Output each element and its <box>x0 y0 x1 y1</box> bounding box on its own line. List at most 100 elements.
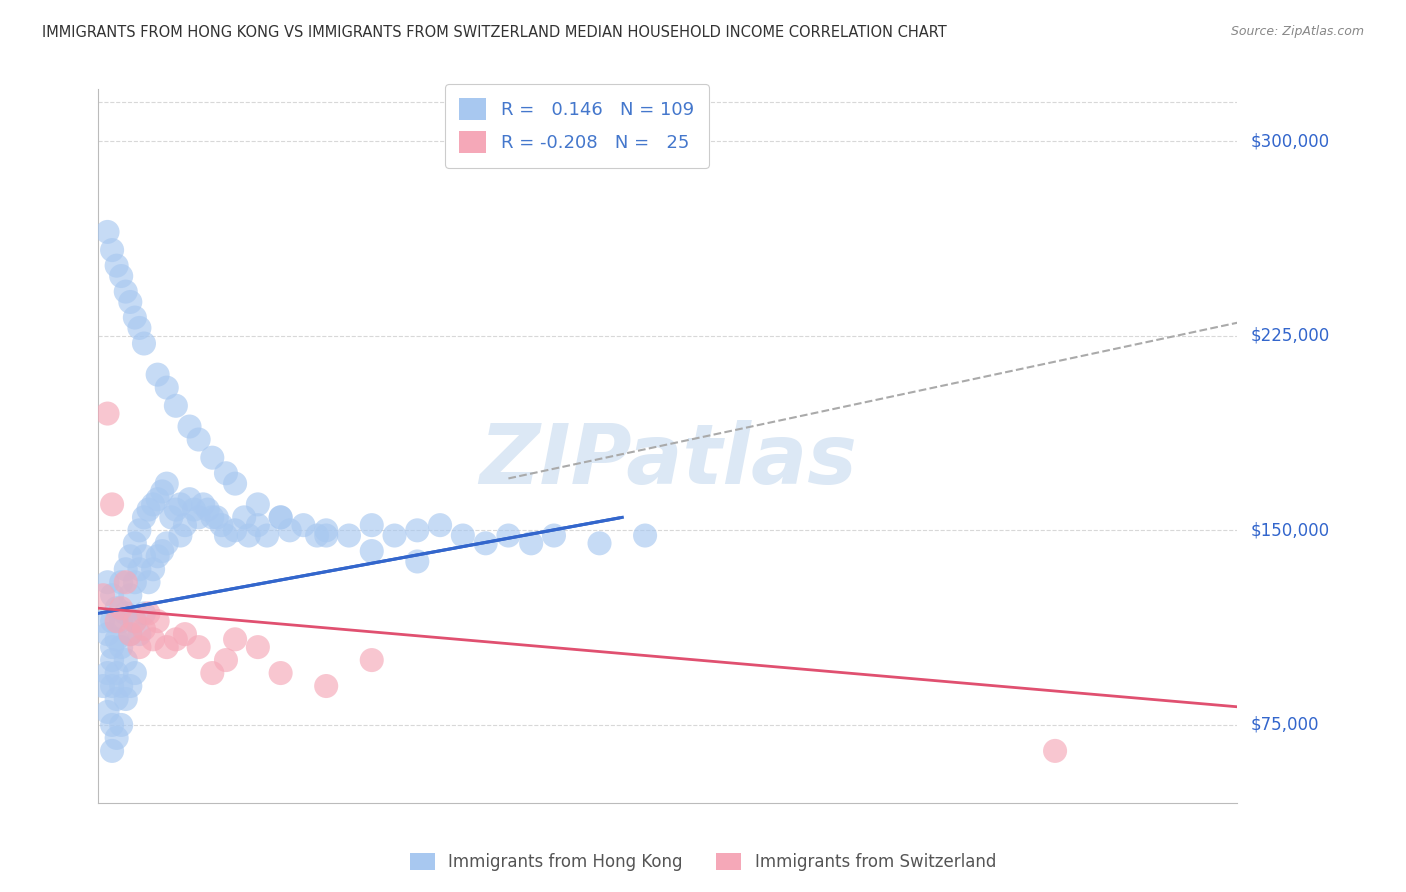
Point <box>179 419 201 434</box>
Point <box>201 510 224 524</box>
Point <box>128 524 150 538</box>
Point <box>360 544 382 558</box>
Point <box>315 528 337 542</box>
Point <box>224 524 246 538</box>
Point <box>128 640 150 654</box>
Text: ZIPatlas: ZIPatlas <box>479 420 856 500</box>
Point <box>120 588 142 602</box>
Point <box>128 321 150 335</box>
Point <box>165 502 187 516</box>
Point <box>128 627 150 641</box>
Point <box>278 524 301 538</box>
Point <box>246 640 269 654</box>
Point <box>179 492 201 507</box>
Point <box>101 718 124 732</box>
Point <box>246 518 269 533</box>
Point <box>209 518 232 533</box>
Point <box>105 601 128 615</box>
Point <box>187 433 209 447</box>
Point <box>138 607 160 621</box>
Point <box>124 614 146 628</box>
Point <box>124 536 146 550</box>
Point <box>101 243 124 257</box>
Point <box>132 336 155 351</box>
Point <box>156 476 179 491</box>
Point <box>156 536 179 550</box>
Point <box>105 632 128 647</box>
Point <box>256 528 278 542</box>
Legend: Immigrants from Hong Kong, Immigrants from Switzerland: Immigrants from Hong Kong, Immigrants fr… <box>402 845 1004 880</box>
Point <box>132 622 155 636</box>
Point <box>360 518 382 533</box>
Point <box>138 502 160 516</box>
Point <box>110 601 132 615</box>
Point <box>315 679 337 693</box>
Point <box>124 666 146 681</box>
Text: $225,000: $225,000 <box>1251 326 1330 344</box>
Point <box>96 627 118 641</box>
Point <box>270 510 292 524</box>
Point <box>110 679 132 693</box>
Point <box>105 692 128 706</box>
Point <box>114 692 136 706</box>
Point <box>132 510 155 524</box>
Point <box>174 518 197 533</box>
Point <box>520 536 543 550</box>
Point <box>124 310 146 325</box>
Point <box>101 588 124 602</box>
Point <box>543 528 565 542</box>
Point <box>114 285 136 299</box>
Point <box>246 497 269 511</box>
Point <box>146 368 169 382</box>
Point <box>451 528 474 542</box>
Point <box>270 510 292 524</box>
Text: $150,000: $150,000 <box>1251 521 1330 540</box>
Point <box>360 653 382 667</box>
Point <box>169 497 191 511</box>
Point <box>120 295 142 310</box>
Point <box>91 588 114 602</box>
Point <box>110 640 132 654</box>
Point <box>114 575 136 590</box>
Point <box>201 666 224 681</box>
Point <box>474 536 496 550</box>
Point <box>183 502 205 516</box>
Point <box>120 627 142 641</box>
Point <box>101 614 124 628</box>
Point <box>142 632 165 647</box>
Point <box>165 632 187 647</box>
Point <box>132 549 155 564</box>
Point <box>91 614 114 628</box>
Point <box>169 528 191 542</box>
Point <box>187 510 209 524</box>
Point <box>91 679 114 693</box>
Point <box>105 731 128 745</box>
Point <box>215 467 238 481</box>
Point <box>150 484 173 499</box>
Point <box>150 544 173 558</box>
Point <box>498 528 520 542</box>
Point <box>138 575 160 590</box>
Point <box>384 528 406 542</box>
Point <box>96 666 118 681</box>
Point <box>337 528 360 542</box>
Point <box>187 640 209 654</box>
Point <box>238 528 260 542</box>
Point <box>105 614 128 628</box>
Y-axis label: Median Household Income: Median Household Income <box>0 336 8 556</box>
Point <box>114 653 136 667</box>
Point <box>96 705 118 719</box>
Point <box>142 497 165 511</box>
Text: $300,000: $300,000 <box>1251 132 1330 150</box>
Point <box>124 575 146 590</box>
Point <box>96 407 118 421</box>
Point <box>101 744 124 758</box>
Point <box>146 492 169 507</box>
Point <box>307 528 329 542</box>
Point <box>224 632 246 647</box>
Point <box>146 614 169 628</box>
Point <box>101 653 124 667</box>
Point <box>142 562 165 576</box>
Point <box>165 399 187 413</box>
Point <box>114 607 136 621</box>
